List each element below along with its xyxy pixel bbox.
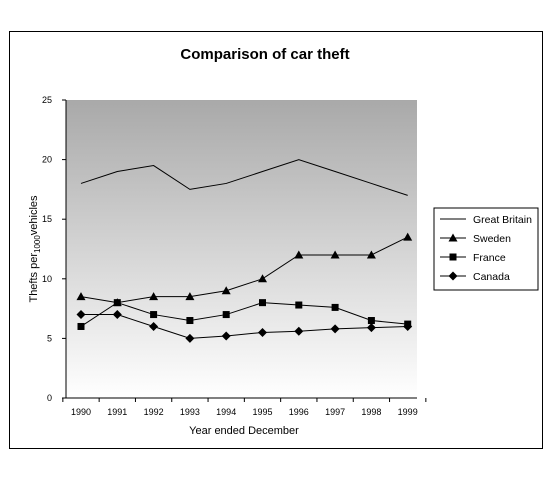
plot-area [66,100,417,398]
y-tick-label: 20 [42,155,52,165]
data-point-france [295,301,303,309]
data-point-sweden [76,292,86,301]
y-tick-label: 25 [42,95,52,105]
series-line-france [80,302,408,327]
chart-frame: Comparison of car theft 0 5 10 15 20 25 1990 1… [9,31,543,449]
y-axis-label-tail: vehicles [28,195,40,235]
legend-label-sweden: Sweden [473,233,511,245]
series-france [77,299,412,330]
x-tick-label: 1999 [398,407,418,417]
chart-title: Comparison of car theft [180,46,349,63]
legend: Great Britain Sweden France Canada [440,214,532,283]
x-axis-label: Year ended December [189,425,299,437]
data-point-sweden [149,292,159,301]
legend-marker-france [449,253,457,261]
data-point-france [259,299,266,307]
x-tick-label: 1998 [361,407,381,417]
data-point-canada [330,324,340,334]
y-tick-labels: 0 5 10 15 20 25 [42,95,52,403]
legend-marker-canada [448,271,458,281]
data-point-sweden [366,250,376,259]
series-great-britain [80,159,408,196]
data-point-sweden [330,250,340,259]
y-axis-label: Thefts per1000vehicles [28,195,42,303]
data-point-canada [76,310,86,320]
legend-marker-sweden [448,233,458,242]
series-canada [76,310,413,343]
data-point-canada [403,321,413,331]
data-point-sweden [403,232,413,241]
x-tick-label: 1993 [180,407,200,417]
axes [62,99,427,402]
y-tick-label: 15 [42,214,52,224]
legend-label-great-britain: Great Britain [473,214,532,226]
x-tick-label: 1992 [144,407,164,417]
x-tick-label: 1996 [289,407,309,417]
data-point-canada [112,310,122,320]
data-point-france [113,299,121,307]
data-point-sweden [221,286,231,295]
data-point-sweden [258,274,267,283]
data-point-canada [258,327,267,337]
data-point-france [150,311,158,319]
y-axis-label-main: Thefts per [28,253,40,303]
data-point-sweden [294,250,304,259]
y-axis-label-sub: 1000 [33,235,42,253]
y-tick-label: 10 [42,274,52,284]
x-tick-label: 1997 [325,407,345,417]
x-tick-labels: 1990 1991 1992 1993 1994 1995 1996 1997 1998 1999 [71,407,418,417]
data-point-france [77,322,85,330]
data-point-canada [294,326,304,336]
data-point-canada [149,321,159,331]
x-tick-label: 1994 [216,407,236,417]
data-point-france [186,317,194,325]
x-tick-label: 1995 [252,407,272,417]
data-point-canada [185,333,195,343]
data-point-france [331,303,339,311]
y-tick-label: 0 [47,393,52,403]
data-point-france [222,311,230,319]
data-point-sweden [185,292,195,301]
legend-label-france: France [473,252,506,264]
data-point-canada [366,323,376,333]
x-tick-label: 1991 [107,407,127,417]
legend-label-canada: Canada [473,271,510,283]
series-line-sweden [80,236,408,304]
series-line-canada [81,314,408,339]
y-tick-label: 5 [47,333,52,343]
data-point-canada [221,331,231,341]
series-line-great-britain [80,159,408,196]
series-group [76,159,413,343]
x-tick-label: 1990 [71,407,91,417]
data-point-france [367,317,375,325]
